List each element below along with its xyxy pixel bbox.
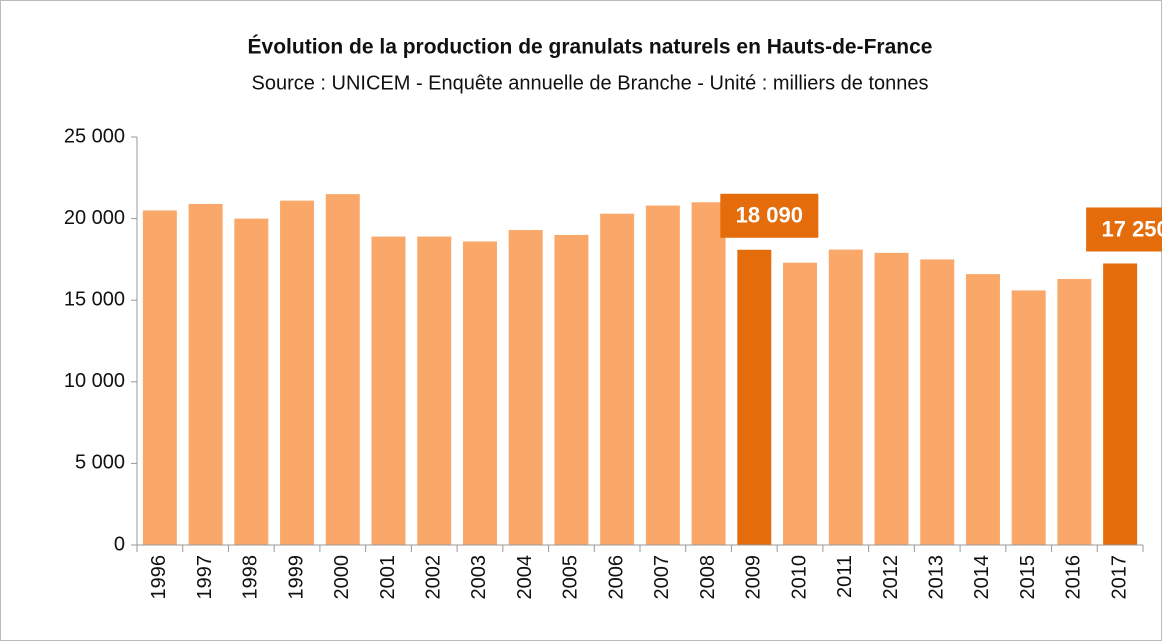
y-tick-label: 20 000 (64, 207, 125, 229)
bar (874, 252, 909, 545)
value-label: 18 090 (736, 203, 803, 228)
bar (325, 194, 360, 545)
x-tick-label: 2013 (926, 555, 948, 600)
x-tick-label: 2017 (1108, 555, 1130, 600)
x-tick-label: 1996 (148, 555, 170, 600)
y-tick-label: 25 000 (64, 125, 125, 147)
y-tick-label: 15 000 (64, 288, 125, 310)
x-tick-label: 2002 (423, 555, 445, 600)
bar (600, 213, 635, 546)
bar (234, 218, 269, 545)
value-label: 17 250 (1101, 216, 1162, 241)
x-tick-label: 2010 (788, 555, 810, 600)
y-tick-label: 10 000 (64, 370, 125, 392)
bar (1011, 290, 1046, 545)
x-tick-label: 1999 (285, 555, 307, 600)
x-tick-label: 2012 (880, 555, 902, 600)
bar (188, 203, 223, 546)
y-tick-label: 5 000 (75, 452, 125, 474)
x-tick-label: 2015 (1017, 555, 1039, 600)
bar (783, 262, 818, 545)
x-tick-label: 2005 (560, 555, 582, 600)
chart-title: Évolution de la production de granulats … (248, 36, 933, 59)
x-tick-label: 2001 (377, 555, 399, 600)
x-tick-label: 1997 (194, 555, 216, 600)
value-label-box (1086, 207, 1162, 252)
x-tick-label: 2000 (331, 555, 353, 600)
bar (462, 241, 497, 545)
x-tick-label: 2011 (834, 555, 856, 598)
bar (417, 236, 452, 545)
bar (280, 200, 315, 545)
bar (554, 234, 589, 546)
bar (508, 230, 543, 546)
bar (371, 236, 406, 545)
x-tick-label: 2014 (971, 555, 993, 600)
x-tick-label: 2003 (468, 555, 490, 600)
bar (965, 274, 1000, 545)
value-label-box (720, 193, 819, 238)
x-tick-label: 1998 (240, 555, 262, 600)
bar (691, 202, 726, 545)
x-tick-label: 2006 (605, 555, 627, 600)
bar (920, 259, 955, 545)
bar (142, 210, 177, 545)
x-tick-label: 2007 (651, 555, 673, 600)
bar (828, 249, 863, 545)
chart-subtitle: Source : UNICEM - Enquête annuelle de Br… (251, 72, 928, 94)
bar (1103, 263, 1138, 545)
x-tick-label: 2004 (514, 555, 536, 600)
x-tick-label: 2016 (1063, 555, 1085, 600)
bar (645, 205, 680, 545)
x-tick-label: 2009 (743, 555, 765, 600)
x-tick-label: 2008 (697, 555, 719, 600)
bar (737, 249, 772, 546)
bar (1057, 278, 1092, 545)
y-tick-label: 0 (114, 533, 125, 555)
